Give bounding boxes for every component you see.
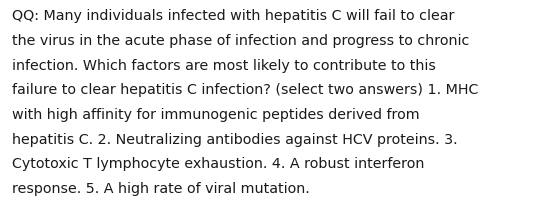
Text: QQ: Many individuals infected with hepatitis C will fail to clear: QQ: Many individuals infected with hepat… xyxy=(12,9,455,23)
Text: with high affinity for immunogenic peptides derived from: with high affinity for immunogenic pepti… xyxy=(12,108,420,122)
Text: the virus in the acute phase of infection and progress to chronic: the virus in the acute phase of infectio… xyxy=(12,34,470,48)
Text: Cytotoxic T lymphocyte exhaustion. 4. A robust interferon: Cytotoxic T lymphocyte exhaustion. 4. A … xyxy=(12,157,425,171)
Text: infection. Which factors are most likely to contribute to this: infection. Which factors are most likely… xyxy=(12,59,436,73)
Text: response. 5. A high rate of viral mutation.: response. 5. A high rate of viral mutati… xyxy=(12,182,310,196)
Text: hepatitis C. 2. Neutralizing antibodies against HCV proteins. 3.: hepatitis C. 2. Neutralizing antibodies … xyxy=(12,133,458,147)
Text: failure to clear hepatitis C infection? (select two answers) 1. MHC: failure to clear hepatitis C infection? … xyxy=(12,83,479,97)
